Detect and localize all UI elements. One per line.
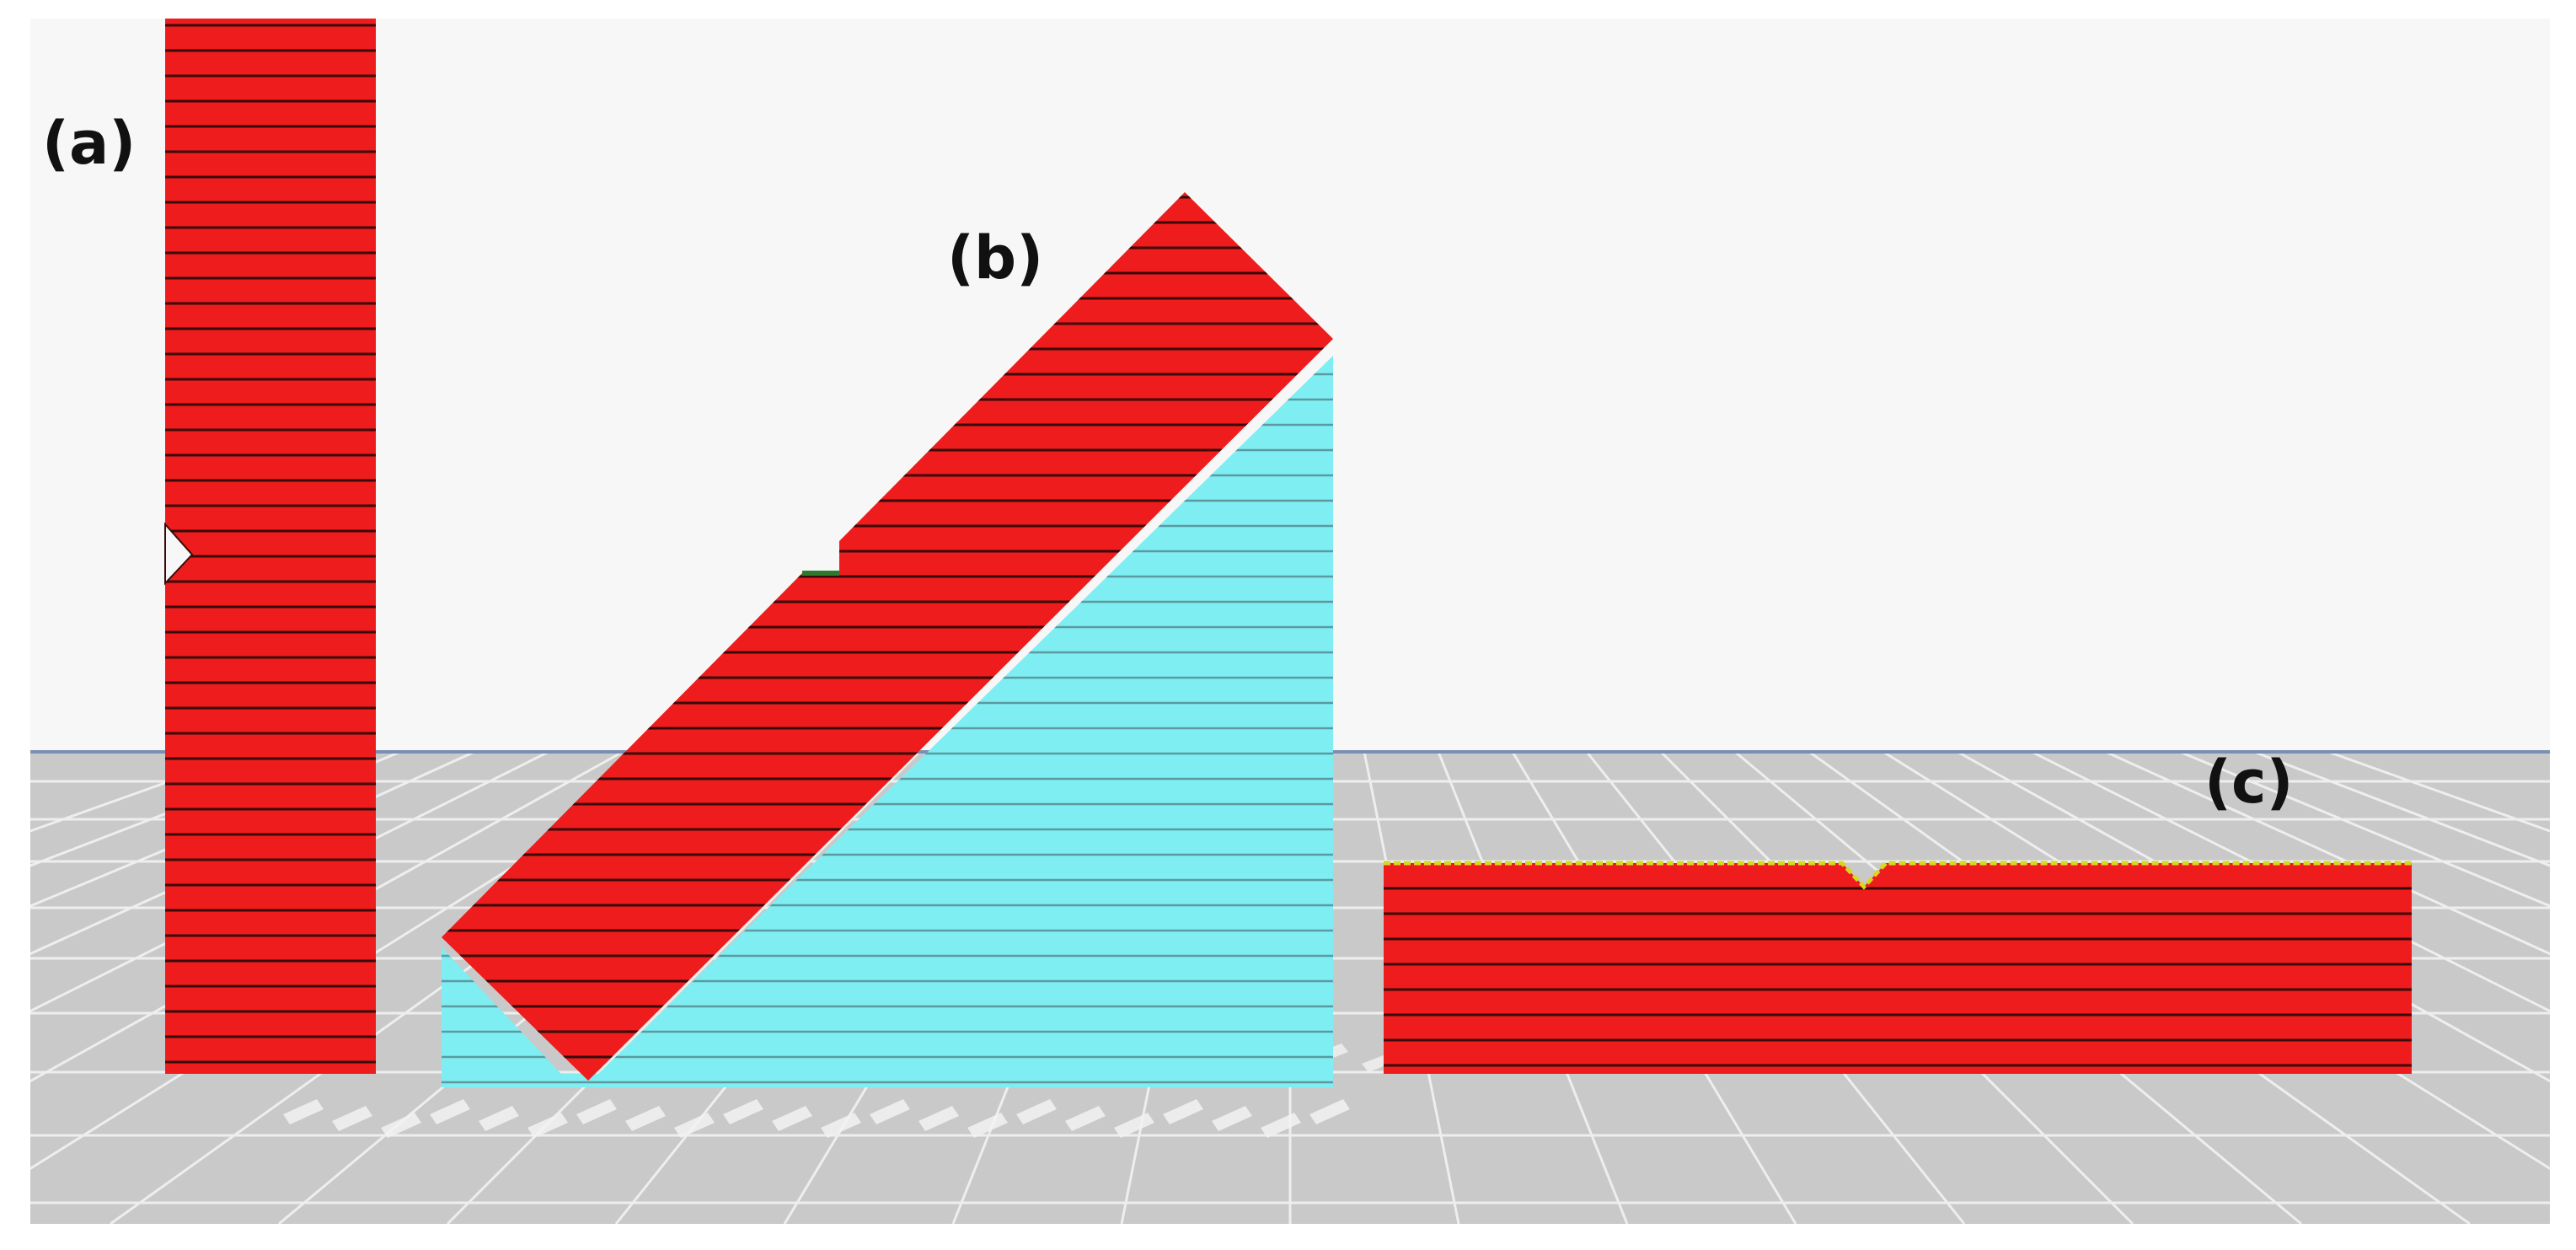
layer-view-canvas[interactable]: (a) (b) (c) (30, 19, 2550, 1224)
specimen-c-top-skin (1384, 861, 2412, 890)
label-b: (b) (947, 223, 1043, 292)
specimen-c[interactable] (1379, 857, 2419, 1081)
label-a: (a) (42, 109, 136, 178)
label-c: (c) (2204, 748, 2293, 817)
specimen-a-notch (164, 522, 194, 586)
specimen-c-layer-lines (1384, 887, 2412, 1067)
slicer-viewport[interactable]: (a) (b) (c) (30, 19, 2550, 1224)
specimen-a-layer-lines (165, 24, 376, 1064)
specimen-a[interactable] (157, 19, 384, 1081)
